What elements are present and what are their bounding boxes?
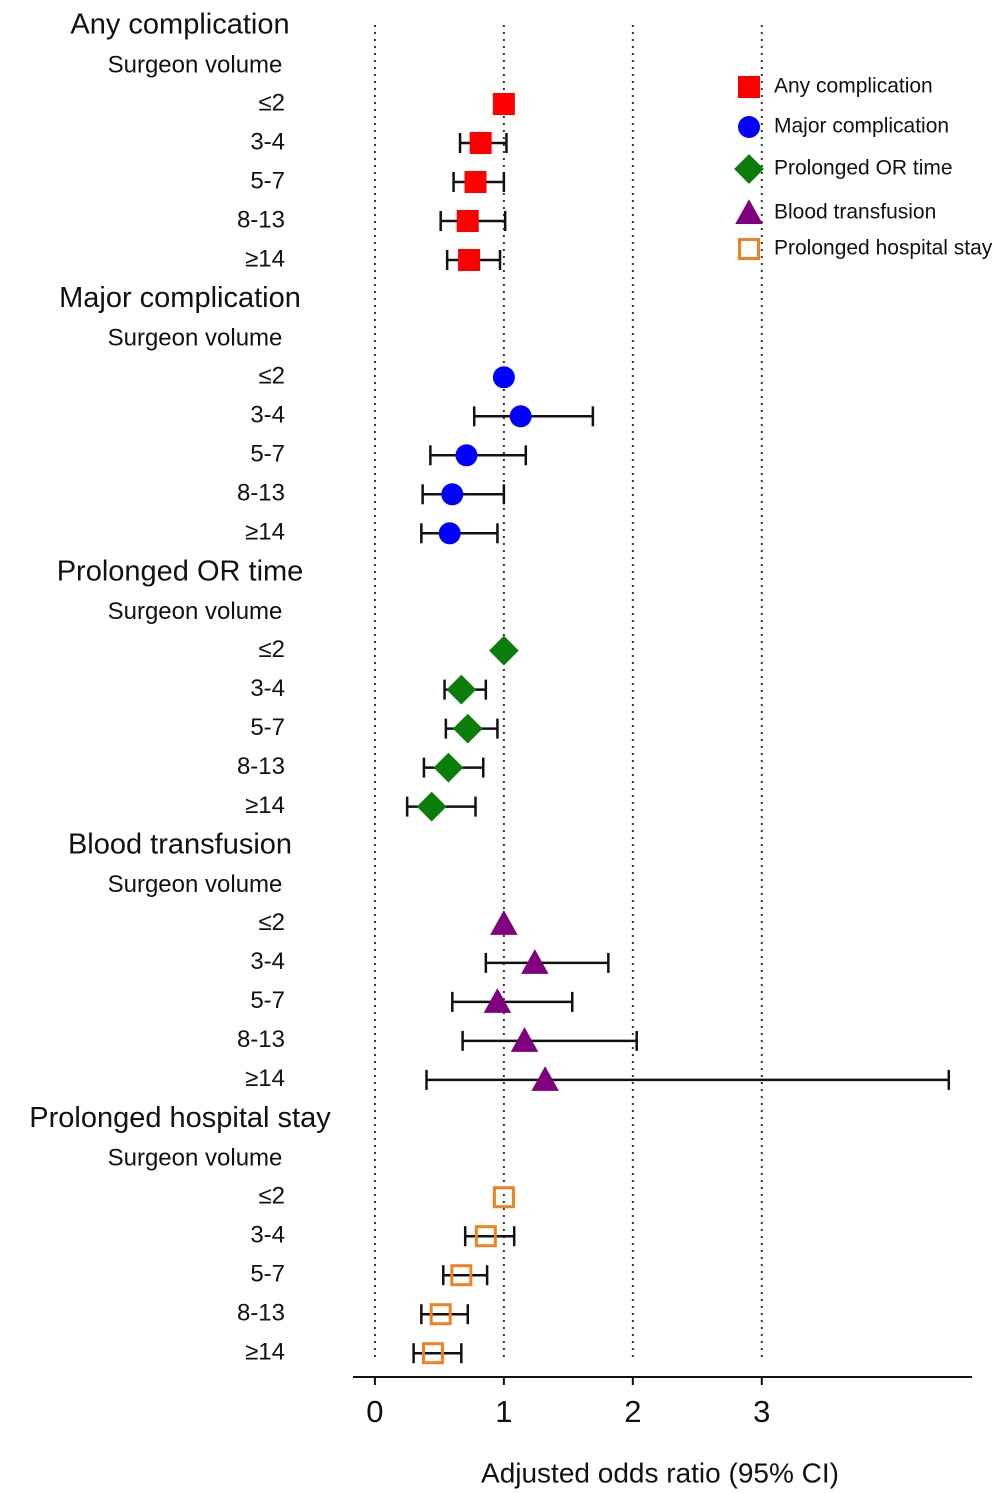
point-marker — [509, 405, 532, 428]
category-label: ≥14 — [245, 1065, 285, 1092]
category-label: 3-4 — [250, 128, 285, 155]
group-title: Prolonged hospital stay — [29, 1102, 331, 1134]
legend-marker — [734, 154, 764, 184]
legend-label: Prolonged OR time — [774, 157, 953, 180]
point-marker — [492, 93, 515, 115]
category-label: 8-13 — [237, 753, 285, 780]
category-label: ≤2 — [258, 1183, 285, 1210]
legend-marker — [738, 238, 760, 260]
point-marker — [510, 1027, 539, 1052]
legend-marker — [735, 199, 763, 224]
row-header: Surgeon volume — [108, 598, 283, 625]
category-label: 8-13 — [237, 206, 285, 233]
row-header: Surgeon volume — [108, 325, 283, 352]
category-label: 5-7 — [250, 714, 285, 741]
group-title: Prolonged OR time — [57, 555, 304, 587]
category-label: ≥14 — [245, 519, 285, 546]
group-title: Blood transfusion — [68, 829, 292, 861]
category-label: 5-7 — [250, 167, 285, 194]
point-marker — [489, 635, 519, 666]
category-label: 5-7 — [250, 987, 285, 1014]
point-marker — [441, 483, 464, 506]
group-title: Any complication — [70, 9, 289, 41]
point-marker — [458, 249, 481, 271]
category-label: ≥14 — [245, 245, 285, 272]
category-label: ≤2 — [258, 363, 285, 390]
point-marker — [438, 522, 461, 545]
point-marker — [474, 1225, 497, 1248]
point-marker — [452, 713, 483, 744]
category-label: ≥14 — [245, 1339, 285, 1366]
point-marker — [416, 791, 447, 822]
row-header: Surgeon volume — [108, 1145, 283, 1172]
point-marker — [433, 752, 464, 783]
point-marker — [464, 171, 487, 193]
legend-label: Prolonged hospital stay — [774, 237, 993, 260]
point-marker — [531, 1066, 559, 1091]
legend-label: Blood transfusion — [774, 201, 936, 224]
point-marker — [492, 1186, 515, 1209]
row-header: Surgeon volume — [108, 871, 283, 898]
legend-marker — [738, 76, 760, 98]
point-marker — [455, 444, 478, 467]
legend-label: Major complication — [774, 115, 949, 138]
category-label: 8-13 — [237, 1026, 285, 1053]
category-label: 5-7 — [250, 441, 285, 468]
category-label: ≤2 — [258, 636, 285, 663]
point-marker — [429, 1303, 452, 1326]
point-marker — [446, 674, 477, 705]
point-marker — [521, 949, 549, 974]
group-title: Major complication — [59, 282, 301, 314]
category-label: 3-4 — [250, 675, 285, 702]
point-marker — [456, 210, 479, 232]
point-marker — [421, 1342, 444, 1365]
x-tick-label: 1 — [495, 1394, 512, 1429]
point-marker — [469, 132, 492, 154]
legend-marker — [738, 116, 760, 138]
category-label: ≥14 — [245, 792, 285, 819]
category-label: 5-7 — [250, 1261, 285, 1288]
point-marker — [492, 366, 515, 389]
x-tick-label: 0 — [366, 1394, 383, 1429]
point-marker — [483, 988, 512, 1013]
x-tick-label: 2 — [624, 1394, 641, 1429]
point-marker — [490, 910, 518, 935]
point-marker — [450, 1264, 473, 1287]
row-header: Surgeon volume — [108, 51, 283, 78]
category-label: 3-4 — [250, 948, 285, 975]
x-axis-label: Adjusted odds ratio (95% CI) — [481, 1457, 839, 1488]
category-label: ≤2 — [258, 89, 285, 116]
category-label: 3-4 — [250, 402, 285, 429]
category-label: 8-13 — [237, 1300, 285, 1327]
category-label: 8-13 — [237, 480, 285, 507]
category-label: 3-4 — [250, 1222, 285, 1249]
category-label: ≤2 — [258, 909, 285, 936]
legend-label: Any complication — [774, 75, 933, 98]
x-tick-label: 3 — [753, 1394, 770, 1429]
